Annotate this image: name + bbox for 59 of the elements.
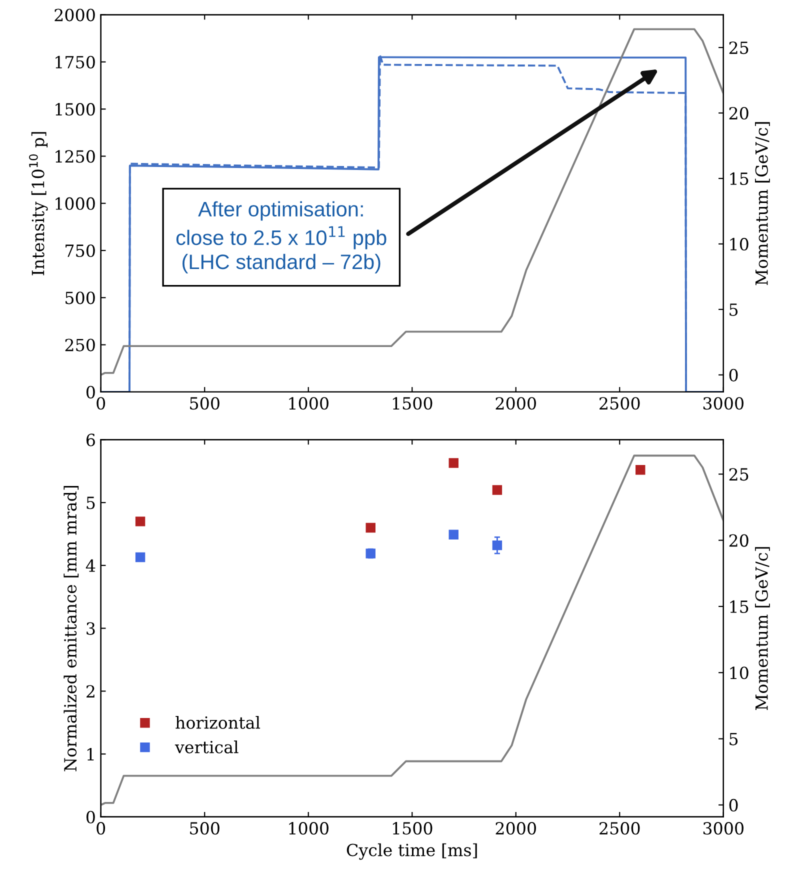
y2-tick-label: 20: [729, 106, 748, 120]
y2-axis-title: Momentum [GeV/c]: [755, 547, 770, 710]
y2-tick-label: 0: [729, 368, 738, 382]
x-tick-label: 2000: [496, 397, 536, 410]
y-tick-label: 500: [66, 292, 95, 304]
legend-label: vertical: [174, 740, 238, 754]
annotation: After optimisation: close to 2.5 x 10$^{11}$ ppb (LHC standard – 72b): [176, 201, 386, 274]
x-tick-label: 0: [96, 822, 106, 835]
y2-tick-label: 10: [730, 238, 748, 251]
point: [492, 540, 502, 550]
point: [366, 522, 376, 533]
y-tick-label: 250: [65, 338, 95, 352]
x-tick-label: 0: [96, 397, 106, 410]
line-series: [100, 454, 724, 806]
y-tick-label: 1500: [56, 103, 95, 116]
y-tick-label: 4: [86, 559, 96, 572]
y-axis-title: Intensity [10$^{10}$ p]: [29, 132, 48, 276]
y-tick-label: 2000: [54, 8, 95, 22]
y2-tick-label: 5: [730, 732, 738, 746]
y2-tick-label: 10: [730, 666, 748, 680]
x-tick-label: 3000: [703, 822, 744, 835]
x-tick-label: 2000: [496, 822, 536, 835]
point: [135, 552, 146, 562]
y-tick-label: 6: [86, 434, 95, 446]
y2-tick-label: 20: [729, 534, 748, 547]
y2-tick-label: 25: [729, 468, 748, 481]
y-axis-title: Normalized emittance [mm mrad]: [64, 486, 79, 772]
x-tick-label: 2500: [600, 822, 640, 835]
y-tick-label: 1: [87, 748, 94, 760]
y-tick-label: 750: [66, 244, 95, 258]
x-tick-label: 1000: [289, 397, 328, 410]
y-tick-label: 0: [86, 386, 95, 398]
y-tick-label: 1250: [56, 150, 95, 163]
y2-tick-label: 25: [729, 41, 748, 54]
point: [448, 458, 458, 468]
y2-tick-label: 5: [730, 304, 738, 316]
y-tick-label: 5: [86, 496, 95, 510]
y-tick-label: 1000: [56, 197, 95, 210]
point: [448, 530, 458, 540]
point: [135, 516, 146, 526]
x-axis-title: Cycle time [ms]: [346, 843, 477, 860]
y-tick-label: 1750: [56, 56, 95, 68]
y-tick-label: 0: [86, 810, 95, 824]
y2-tick-label: 15: [730, 600, 748, 614]
y2-axis-title: Momentum [GeV/c]: [755, 122, 770, 286]
x-tick-label: 1500: [392, 397, 432, 410]
y-tick-label: 3: [86, 622, 95, 635]
y2-tick-label: 0: [729, 798, 738, 812]
y-tick-label: 2: [86, 685, 94, 698]
x-tick-label: 500: [190, 397, 220, 410]
x-tick-label: 500: [190, 822, 220, 835]
point: [636, 465, 646, 475]
point: [492, 485, 502, 495]
x-tick-label: 1000: [289, 822, 328, 835]
x-tick-label: 3000: [703, 397, 744, 410]
x-tick-label: 1500: [392, 822, 432, 835]
legend-label: horizontal: [176, 716, 260, 729]
x-tick-label: 2500: [600, 397, 640, 410]
y2-tick-label: 15: [730, 172, 748, 186]
